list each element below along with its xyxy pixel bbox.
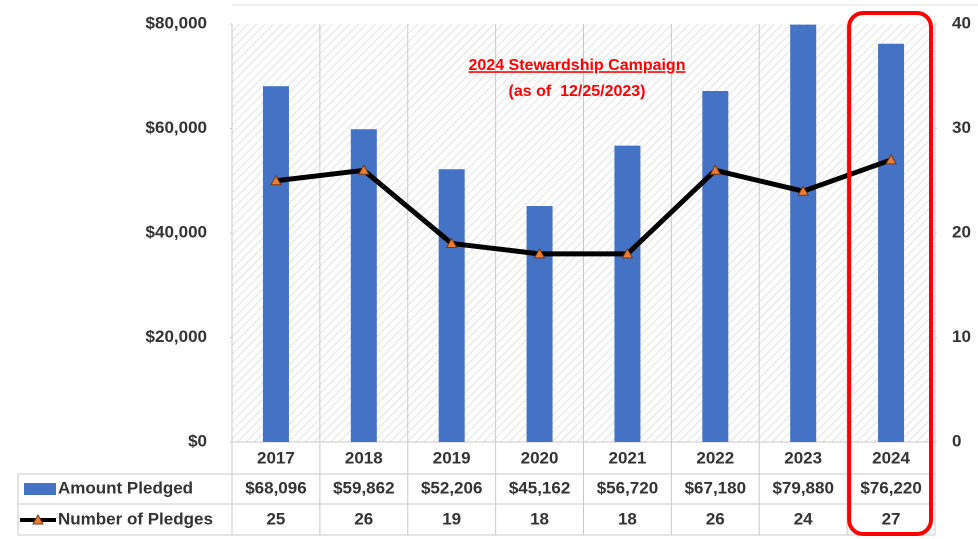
annotation-subtitle: (as of 12/25/2023) (509, 83, 646, 100)
x-tick-label: 2022 (696, 448, 734, 467)
bar (614, 145, 641, 442)
amount-label: $68,096 (245, 478, 306, 497)
bar (438, 169, 465, 443)
y-tick-label: $80,000 (146, 13, 207, 32)
bar (526, 206, 553, 442)
x-tick-label: 2018 (345, 448, 383, 467)
pledges-line (275, 157, 892, 257)
y2-tick-label: 0 (952, 431, 961, 450)
y-tick-label: $40,000 (146, 222, 207, 241)
bar (350, 129, 377, 442)
pledge-marker (797, 185, 810, 196)
bar (790, 24, 817, 442)
bar (702, 90, 729, 442)
count-label: 18 (618, 509, 637, 528)
y-tick-label: $20,000 (146, 327, 207, 346)
count-label: 18 (530, 509, 549, 528)
y-tick-label: $0 (188, 431, 207, 450)
y-tick-label: $60,000 (146, 118, 207, 137)
legend-label: Number of Pledges (58, 509, 213, 528)
pledge-marker (445, 237, 458, 248)
x-tick-label: 2021 (609, 448, 647, 467)
pledge-marker (270, 174, 282, 186)
amount-label: $67,180 (685, 478, 746, 497)
x-tick-label: 2024 (872, 448, 910, 467)
amount-label: $76,220 (860, 478, 921, 497)
legend-key-marker (32, 513, 44, 525)
y2-tick-label: 20 (952, 222, 971, 241)
amount-label: $56,720 (597, 478, 658, 497)
amount-label: $45,162 (509, 478, 570, 497)
count-label: 19 (442, 509, 461, 528)
x-tick-label: 2023 (784, 448, 822, 467)
count-label: 26 (354, 509, 373, 528)
legend-key-bar (24, 483, 56, 495)
count-label: 26 (706, 509, 725, 528)
count-label: 27 (882, 509, 901, 528)
x-tick-label: 2017 (257, 448, 295, 467)
y2-tick-label: 10 (952, 327, 971, 346)
count-label: 24 (794, 509, 813, 528)
pledge-marker (621, 247, 634, 259)
count-label: 25 (266, 509, 285, 528)
pledge-marker (709, 164, 722, 175)
x-tick-label: 2020 (521, 448, 559, 467)
pledge-marker (533, 247, 546, 259)
amount-label: $59,862 (333, 478, 394, 497)
annotation-title: 2024 Stewardship Campaign (469, 57, 686, 74)
legend-label: Amount Pledged (58, 478, 193, 497)
y2-tick-label: 30 (952, 118, 971, 137)
amount-label: $52,206 (421, 478, 482, 497)
highlight-box (847, 11, 933, 536)
bar (878, 43, 905, 443)
pledge-marker (357, 164, 370, 175)
x-tick-label: 2019 (433, 448, 471, 467)
bar (262, 86, 289, 443)
pledge-marker (885, 153, 897, 165)
y2-tick-label: 40 (952, 13, 971, 32)
amount-label: $79,880 (772, 478, 833, 497)
